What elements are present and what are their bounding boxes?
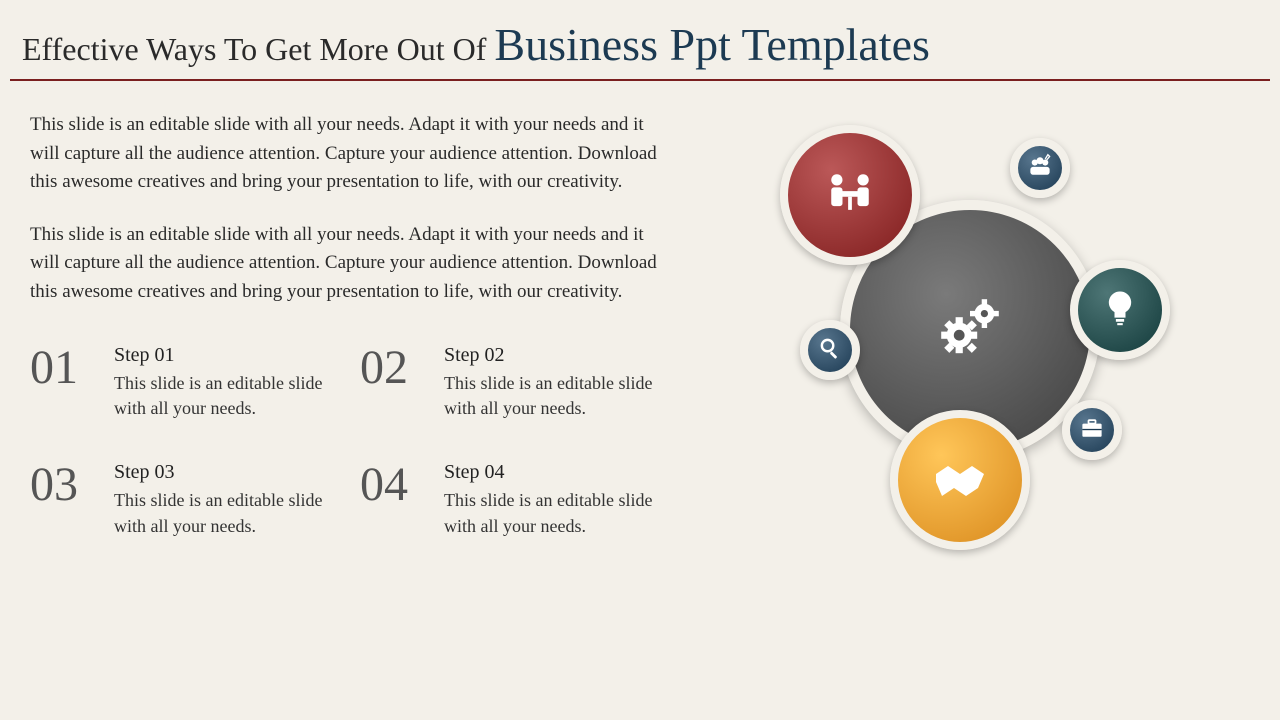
title-emphasis: Business Ppt Templates [494, 19, 930, 70]
step-title: Step 04 [444, 461, 670, 484]
step-2: 02 Step 02 This slide is an editable sli… [360, 344, 670, 421]
step-title: Step 03 [114, 461, 340, 484]
step-number: 01 [30, 344, 100, 392]
step-number: 02 [360, 344, 430, 392]
title-bar: Effective Ways To Get More Out Of Busine… [10, 0, 1270, 81]
node-team [1010, 138, 1070, 198]
bulb-icon [1098, 286, 1142, 335]
node-briefcase [1062, 400, 1122, 460]
briefcase-icon [1078, 414, 1106, 447]
step-number: 03 [30, 461, 100, 509]
step-desc: This slide is an editable slide with all… [114, 488, 340, 538]
title-prefix: Effective Ways To Get More Out Of [22, 31, 494, 67]
step-desc: This slide is an editable slide with all… [444, 488, 670, 538]
intro-paragraph-2: This slide is an editable slide with all… [30, 221, 670, 307]
node-search [800, 320, 860, 380]
node-meeting [780, 125, 920, 265]
search-icon [817, 335, 843, 366]
step-number: 04 [360, 461, 430, 509]
node-handshake [890, 410, 1030, 550]
steps-grid: 01 Step 01 This slide is an editable sli… [30, 344, 670, 539]
handshake-icon [928, 446, 992, 515]
step-3: 03 Step 03 This slide is an editable sli… [30, 461, 340, 538]
node-bulb [1070, 260, 1170, 360]
step-1: 01 Step 01 This slide is an editable sli… [30, 344, 340, 421]
meeting-icon [820, 163, 880, 228]
circle-diagram [760, 120, 1180, 540]
gears-icon [925, 283, 1015, 378]
step-4: 04 Step 04 This slide is an editable sli… [360, 461, 670, 538]
intro-paragraph-1: This slide is an editable slide with all… [30, 111, 670, 197]
left-column: This slide is an editable slide with all… [30, 111, 670, 539]
step-title: Step 01 [114, 344, 340, 367]
step-desc: This slide is an editable slide with all… [114, 371, 340, 421]
step-title: Step 02 [444, 344, 670, 367]
team-icon [1026, 152, 1054, 185]
step-desc: This slide is an editable slide with all… [444, 371, 670, 421]
